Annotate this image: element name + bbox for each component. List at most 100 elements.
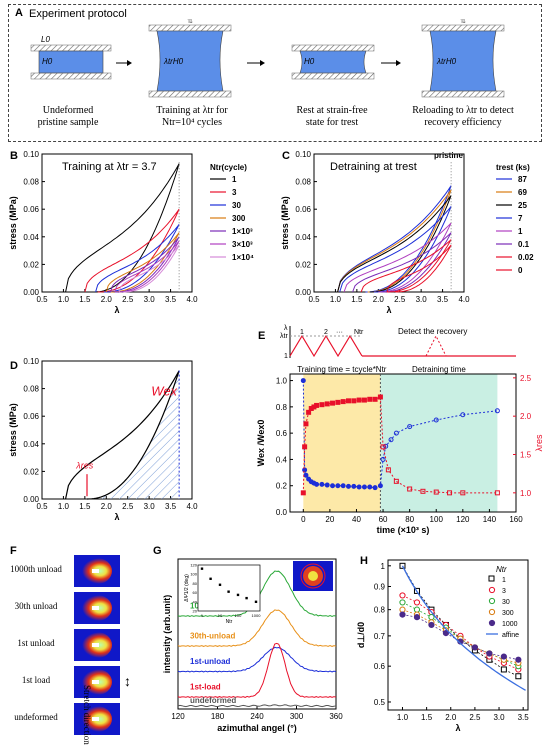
y-tick-label: 0.4: [276, 455, 288, 464]
lambda-res-point: [306, 409, 312, 415]
panel-letter-g: G: [153, 545, 162, 557]
y-tick-label: 0.04: [23, 440, 39, 449]
x-tick-label: 1.0: [58, 502, 70, 511]
x-axis-label: time (×10³ s): [377, 525, 430, 535]
lambda-res-point: [460, 490, 466, 496]
y-tick-label: 0.10: [295, 150, 311, 159]
x-tick-label: 1.5: [421, 713, 433, 722]
y-tick-label: 0.06: [23, 205, 39, 214]
unloading-curve: [86, 370, 180, 500]
x-tick-label: 2.0: [101, 502, 113, 511]
point-ntr-1000: [399, 611, 406, 618]
x-axis-label: azimuthal angel (°): [217, 723, 297, 733]
x-tick-label: 1.5: [79, 502, 91, 511]
x-tick-label: 0: [301, 515, 306, 524]
legend-label: 0: [518, 266, 523, 275]
panel-f: 1000th unload 30th unload 1st unload 1st lo…: [0, 545, 148, 745]
legend-label: 3: [502, 588, 506, 595]
point-ntr-1000: [500, 653, 507, 660]
saxs-pattern-image: [74, 555, 120, 587]
chart-d: 0.5 1.0 1.5 2.0 2.5 3.0 3.5 4.0 0.00 0.02 0.04 0.06…: [8, 357, 198, 522]
schem-training-cycles: [289, 334, 363, 358]
saxs-label: 1st load: [21, 675, 51, 685]
legend-label: 3×10³: [232, 240, 253, 249]
lambda-res-point: [367, 396, 373, 402]
wex-point: [460, 412, 466, 418]
saxs-label: undeformed: [14, 712, 58, 722]
chart-title: Detraining at trest: [330, 161, 417, 173]
y-tick-label: 0.6: [276, 429, 288, 438]
lambda-res-point: [302, 444, 308, 450]
y-axis-label: stress (MPa): [8, 403, 18, 457]
series-line-0: [386, 244, 452, 293]
legend-label: 30: [502, 599, 510, 606]
series-line-3: [84, 208, 180, 293]
legend-label: 3: [232, 188, 237, 197]
caption-3: Rest at strain-free state for trest: [296, 105, 368, 128]
x-tick-label: 3.5: [165, 295, 177, 304]
wex-point: [433, 417, 439, 423]
box-label-trh0-1: λtrH0: [164, 57, 184, 66]
legend-label: 0.1: [518, 240, 530, 249]
panel-letter-e: E: [258, 330, 266, 342]
series-line-3: [177, 642, 337, 698]
legend-swatch-1: [488, 575, 495, 582]
y-tick-label: 0.10: [23, 150, 39, 159]
lambda-res-point: [372, 396, 378, 402]
series-line-1×10⁴: [118, 244, 180, 293]
x-tick-label: 4.0: [186, 502, 198, 511]
y-tick-label: 0.9: [374, 583, 386, 592]
legend-label: 0.02: [518, 253, 534, 262]
wex-point: [340, 483, 346, 489]
x-tick-label: 3.0: [493, 713, 505, 722]
wex-point: [388, 437, 394, 443]
y-axis-label: Wex /Wex0: [256, 420, 266, 467]
schem-cycle-label: ···: [336, 329, 343, 336]
series-line-1×10³: [110, 236, 180, 293]
legend-title: trest (ks): [496, 163, 530, 172]
lambda-res-point: [351, 398, 357, 404]
stretch-arrow-icon: ↕: [124, 673, 131, 689]
x-tick-label: 0.5: [36, 295, 48, 304]
inset-x-label: Ntr: [226, 619, 233, 625]
inset-point: [218, 583, 222, 586]
inset-y-tick-label: 40: [193, 599, 198, 604]
x-axis-label: λ: [386, 305, 391, 315]
schem-detect-text: Detect the recovery: [398, 327, 467, 336]
lambda-res-point: [407, 486, 413, 492]
inset-y-tick-label: 60: [193, 590, 198, 595]
wex-point: [361, 484, 367, 490]
chart-h: 1.0 1.5 2.0 2.5 3.0 3.5 0.5 0.6 0.7 0.8 0.9 1 λ d⊥/d0…: [356, 559, 529, 733]
panel-letter-b: B: [10, 150, 18, 162]
point-ntr-3: [399, 592, 406, 599]
wex-point: [330, 483, 336, 489]
point-ntr-1: [399, 562, 406, 569]
lambda-res-point: [393, 478, 399, 484]
protocol-box-rest: [291, 44, 375, 80]
svg-text:⇅: ⇅: [187, 19, 193, 25]
detraining-region: [380, 374, 498, 512]
panel-letter-d: D: [10, 360, 18, 372]
inset-y-label: ΔΨ1/2 (deg): [184, 574, 190, 602]
x-tick-label: 60: [379, 515, 388, 524]
training-region: [303, 374, 381, 512]
inset-point: [200, 567, 204, 570]
chart-title: Training at λtr = 3.7: [62, 161, 157, 173]
series-line-69: [337, 189, 452, 293]
y-tick-label: 0.10: [23, 357, 39, 366]
wex-point: [383, 443, 389, 449]
x-tick-label: 120: [171, 712, 185, 721]
inset-x-tick-label: 1000: [252, 613, 262, 618]
lambda-res-point: [361, 397, 367, 403]
x-tick-label: 2.5: [469, 713, 481, 722]
panel-letter-c: C: [282, 150, 290, 162]
inset-point: [209, 577, 212, 580]
wex-point: [335, 483, 341, 489]
series-line-30: [95, 224, 180, 293]
x-tick-label: 2.0: [101, 295, 113, 304]
x-tick-label: 2.5: [122, 502, 134, 511]
y-tick-label: 0.04: [23, 233, 39, 242]
x-axis-label: λ: [114, 512, 119, 522]
x-tick-label: 1.0: [397, 713, 409, 722]
x-tick-label: 100: [430, 515, 444, 524]
